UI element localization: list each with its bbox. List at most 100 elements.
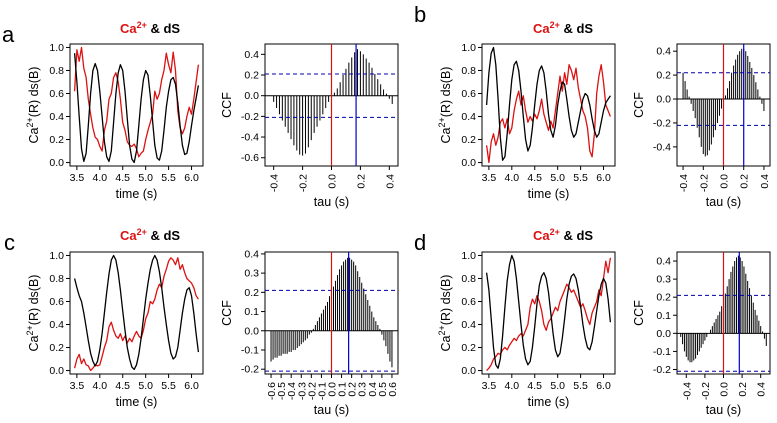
ds-trace	[485, 254, 612, 369]
y-tick-label: 0.4	[656, 256, 671, 268]
y-tick-label: -0.6	[241, 152, 259, 164]
y-tick-label: -0.4	[653, 141, 671, 153]
y-tick-label: 1.0	[461, 250, 476, 262]
x-axis-label: time (s)	[528, 187, 570, 201]
y-tick-label: 0.0	[461, 157, 476, 169]
y-tick-label: 0.6	[49, 88, 64, 100]
x-tick-label: 0.0	[327, 174, 339, 189]
y-tick-label: 0.0	[244, 90, 259, 102]
x-tick-label: -0.4	[681, 382, 693, 400]
panel-letter-b: b	[414, 2, 426, 27]
y-tick-label: 0.0	[656, 328, 671, 340]
x-axis-label: time (s)	[116, 187, 158, 201]
x-tick-label: -0.2	[306, 382, 318, 400]
plot-frame	[69, 43, 204, 167]
x-tick-label: 3.5	[482, 380, 497, 392]
y-tick-label: -0.2	[241, 111, 259, 123]
calcium-trace	[73, 257, 199, 372]
x-tick-label: 3.5	[70, 380, 85, 392]
calcium-trace	[486, 257, 612, 371]
y-tick-label: 0.4	[49, 319, 64, 331]
y-axis-label: CCF	[632, 300, 646, 326]
y-tick-label: 0.0	[461, 365, 476, 377]
panel-a-signal-plot: 3.5 4.0 4.5 5.0 5.5 6.0 0.0 0.2 0.4 0.6 0.8 1.0 time…	[25, 42, 204, 201]
x-tick-label: -0.3	[296, 382, 308, 400]
x-tick-label: 4.0	[93, 172, 108, 184]
x-tick-label: 0.2	[737, 382, 749, 397]
y-tick-label: -0.1	[653, 346, 671, 358]
y-tick-label: 0.2	[656, 292, 671, 304]
y-tick-label: 0.0	[656, 94, 671, 106]
x-tick-label: 0.4	[384, 174, 396, 189]
x-tick-label: 4.5	[115, 172, 130, 184]
y-axis-label: Ca2+(R) ds(B)	[25, 67, 41, 144]
x-tick-label: 4.5	[527, 172, 542, 184]
panel-a-title: Ca2+ & dS	[120, 20, 180, 36]
x-tick-label: 0.2	[739, 174, 751, 189]
panel-b-signal-plot: 3.5 4.0 4.5 5.0 5.5 6.0 0.0 0.2 0.4 0.6 0.8 1.0 time…	[437, 42, 616, 201]
y-tick-label: 0.4	[461, 319, 476, 331]
panel-a-ccf-plot: -0.4 -0.2 0.0 0.2 0.4 -0.6 -0.4 -0.2 0.0 0.2 0.4 ta…	[220, 43, 399, 209]
y-tick-label: 0.3	[656, 274, 671, 286]
y-tick-label: 0.2	[244, 70, 259, 82]
y-tick-label: 0.6	[461, 88, 476, 100]
x-tick-label: 3.5	[70, 172, 85, 184]
x-tick-label: -0.5	[276, 382, 288, 400]
x-tick-label: 5.0	[550, 172, 565, 184]
ds-trace	[485, 46, 611, 161]
panel-d-signal-plot: 3.5 4.0 4.5 5.0 5.5 6.0 0.0 0.2 0.4 0.6 0.8 1.0 time…	[437, 250, 616, 409]
y-tick-label: 0.3	[244, 268, 259, 280]
panel-b-title: Ca2+ & dS	[533, 20, 593, 36]
y-axis-label: CCF	[220, 92, 234, 118]
y-tick-label: 0.2	[244, 287, 259, 299]
x-tick-label: 0.4	[759, 174, 771, 189]
y-axis-label: Ca2+(R) ds(B)	[437, 275, 453, 352]
y-tick-label: 0.0	[49, 157, 64, 169]
y-tick-label: 0.0	[49, 365, 64, 377]
x-tick-label: 0.2	[355, 174, 367, 189]
y-tick-label: 1.0	[49, 250, 64, 262]
panel-letter-d: d	[414, 230, 426, 255]
plot-frame	[481, 251, 616, 375]
y-tick-label: 0.4	[49, 111, 64, 123]
y-tick-label: 0.2	[49, 134, 64, 146]
panel-letter-c: c	[4, 230, 15, 255]
y-tick-label: 0.4	[244, 248, 259, 260]
panel-c-signal-plot: 3.5 4.0 4.5 5.0 5.5 6.0 0.0 0.2 0.4 0.6 0.8 1.0 time…	[25, 250, 204, 409]
panel-d-ccf-plot: -0.4 -0.2 0.0 0.2 0.4 -0.2 -0.1 0.0 0.1 0.2 0.3 0.4…	[632, 251, 771, 417]
y-tick-label: 0.8	[49, 65, 64, 77]
x-tick-label: 4.0	[505, 380, 520, 392]
x-tick-label: 0.0	[719, 382, 731, 397]
x-tick-label: 5.5	[573, 172, 588, 184]
x-tick-label: 4.5	[527, 380, 542, 392]
calcium-trace	[73, 46, 200, 158]
ds-trace	[73, 53, 200, 164]
panel-d-title: Ca2+ & dS	[533, 227, 593, 243]
x-tick-label: 0.3	[357, 382, 369, 397]
y-tick-label: 0.8	[461, 65, 476, 77]
x-tick-label: 5.5	[161, 380, 176, 392]
y-tick-label: 0.2	[461, 342, 476, 354]
x-tick-label: 4.5	[115, 380, 130, 392]
y-axis-label: Ca2+(R) ds(B)	[437, 67, 453, 144]
plot-frame	[69, 251, 204, 375]
x-tick-label: 6.0	[596, 380, 611, 392]
x-tick-label: -0.6	[266, 382, 278, 400]
x-tick-label: -0.4	[269, 174, 281, 192]
y-tick-label: 0.0	[244, 325, 259, 337]
y-axis-label: CCF	[220, 300, 234, 326]
x-tick-label: -0.4	[286, 382, 298, 400]
x-tick-label: 0.1	[337, 382, 349, 397]
x-tick-label: 6.0	[596, 172, 611, 184]
x-axis-label: time (s)	[116, 395, 158, 409]
x-tick-label: 0.5	[377, 382, 389, 397]
x-tick-label: 3.5	[482, 172, 497, 184]
x-axis-label: tau (s)	[314, 195, 349, 209]
y-tick-label: 0.6	[461, 296, 476, 308]
y-tick-label: 0.4	[244, 49, 259, 61]
x-tick-label: 0.6	[387, 382, 399, 397]
x-tick-label: 5.0	[138, 172, 153, 184]
x-tick-label: 5.5	[573, 380, 588, 392]
y-tick-label: 0.8	[461, 273, 476, 285]
panel-c-title: Ca2+ & dS	[120, 227, 180, 243]
